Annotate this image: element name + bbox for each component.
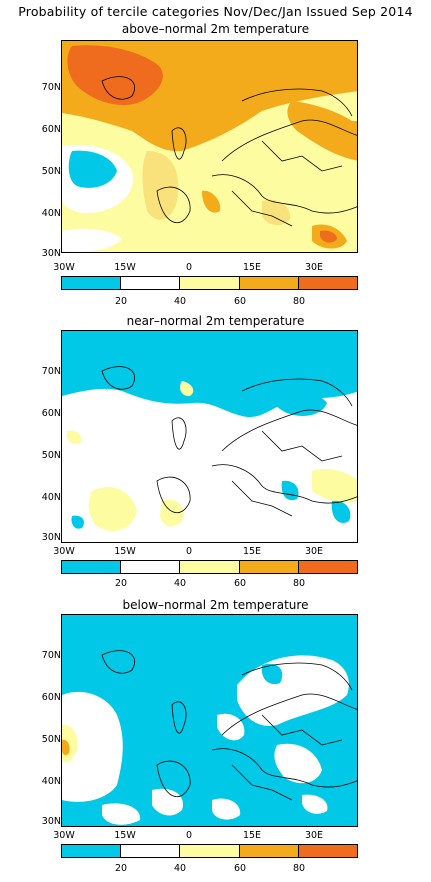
lon-label-30w: 30W — [53, 830, 75, 841]
lon-label-30e: 30E — [304, 262, 324, 273]
colorbar-tick-40: 40 — [173, 578, 187, 589]
lat-label-40n: 40N — [41, 492, 61, 503]
lon-label-15e: 15E — [242, 546, 262, 557]
colorbar-tick-60: 60 — [233, 578, 247, 589]
colorbar-near — [61, 560, 358, 574]
colorbar-tick-80: 80 — [292, 296, 306, 307]
lat-label-70n: 70N — [41, 82, 61, 93]
colorbar-tick-80: 80 — [292, 863, 306, 874]
colorbar-segment-light-yellow — [180, 277, 240, 289]
colorbar-segment-dark-orange — [298, 845, 358, 857]
lat-label-40n: 40N — [41, 208, 61, 219]
colorbar-segment-orange — [239, 845, 299, 857]
colorbar-segment-white — [121, 561, 181, 573]
colorbar-segment-cyan — [62, 561, 122, 573]
map-near-normal — [61, 330, 358, 543]
lon-label-15e: 15E — [242, 262, 262, 273]
lat-label-50n: 50N — [41, 734, 61, 745]
colorbar-segment-white — [121, 845, 181, 857]
lat-label-30n: 30N — [41, 816, 61, 827]
lon-label-30w: 30W — [53, 262, 75, 273]
lat-label-60n: 60N — [41, 124, 61, 135]
lat-label-60n: 60N — [41, 692, 61, 703]
colorbar-tick-20: 20 — [114, 578, 128, 589]
lat-label-40n: 40N — [41, 776, 61, 787]
colorbar-segment-cyan — [62, 277, 122, 289]
colorbar-tick-60: 60 — [233, 863, 247, 874]
colorbar-tick-40: 40 — [173, 296, 187, 307]
lon-label-30e: 30E — [304, 546, 324, 557]
colorbar-tick-40: 40 — [173, 863, 187, 874]
lat-label-30n: 30N — [41, 248, 61, 259]
lon-label-15e: 15E — [242, 830, 262, 841]
panel-title-near: near–normal 2m temperature — [126, 314, 305, 328]
lat-label-30n: 30N — [41, 532, 61, 543]
colorbar-segment-dark-orange — [298, 277, 358, 289]
colorbar-segment-light-yellow — [180, 561, 240, 573]
map-above-normal — [61, 40, 358, 253]
lon-label-0: 0 — [185, 546, 193, 557]
lon-label-0: 0 — [185, 830, 193, 841]
colorbar-segment-light-yellow — [180, 845, 240, 857]
colorbar-segment-orange — [239, 561, 299, 573]
colorbar-segment-orange — [239, 277, 299, 289]
lon-label-15w: 15W — [114, 546, 136, 557]
colorbar-tick-60: 60 — [233, 296, 247, 307]
lat-label-70n: 70N — [41, 366, 61, 377]
lat-label-50n: 50N — [41, 166, 61, 177]
panel-title-above: above–normal 2m temperature — [121, 22, 310, 36]
colorbar-tick-20: 20 — [114, 863, 128, 874]
lat-label-50n: 50N — [41, 450, 61, 461]
colorbar-tick-80: 80 — [292, 578, 306, 589]
lon-label-15w: 15W — [114, 830, 136, 841]
colorbar-segment-white — [121, 277, 181, 289]
colorbar-segment-dark-orange — [298, 561, 358, 573]
lat-label-70n: 70N — [41, 650, 61, 661]
lat-label-60n: 60N — [41, 408, 61, 419]
map-below-normal — [61, 614, 358, 827]
lon-label-0: 0 — [185, 262, 193, 273]
lon-label-30w: 30W — [53, 546, 75, 557]
figure-title: Probability of tercile categories Nov/De… — [18, 4, 413, 19]
colorbar-above — [61, 276, 358, 290]
colorbar-tick-20: 20 — [114, 296, 128, 307]
colorbar-below — [61, 844, 358, 858]
panel-title-below: below–normal 2m temperature — [122, 598, 309, 612]
lon-label-30e: 30E — [304, 830, 324, 841]
lon-label-15w: 15W — [114, 262, 136, 273]
colorbar-segment-cyan — [62, 845, 122, 857]
